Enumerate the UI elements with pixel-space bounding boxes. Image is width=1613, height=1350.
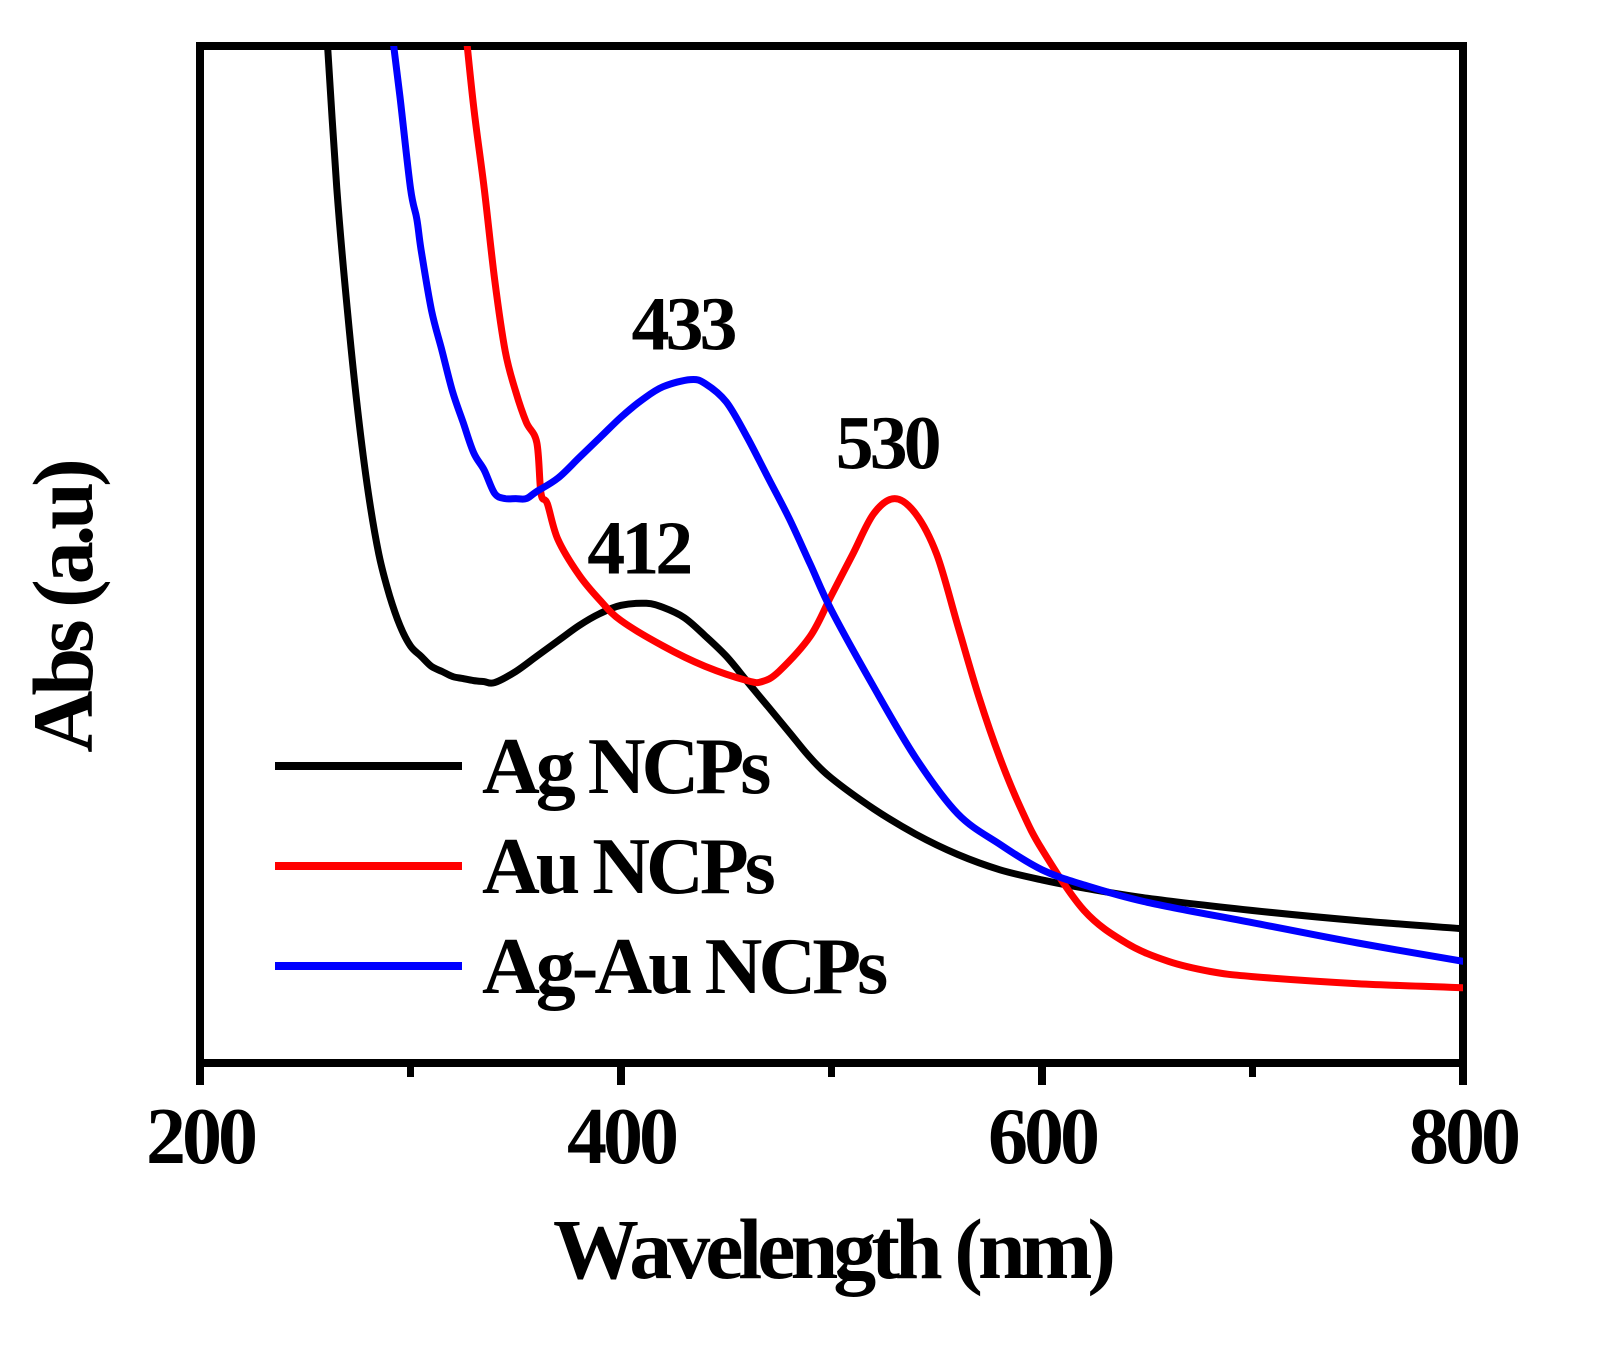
- legend-label: Au NCPs: [482, 823, 775, 911]
- y-axis-title: Abs (a.u): [15, 462, 111, 753]
- series-line-ag-ncps: [324, 46, 1463, 933]
- plot-area: [324, 46, 1463, 992]
- series-line-au-ncps: [463, 46, 1463, 992]
- legend-label: Ag NCPs: [482, 723, 770, 811]
- legend-label: Ag-Au NCPs: [482, 923, 887, 1011]
- x-tick-label: 400: [567, 1093, 676, 1181]
- peak-annotations: 433 530 412: [587, 283, 943, 591]
- peak-label-530: 530: [836, 402, 940, 486]
- x-axis-title: Wavelength (nm): [553, 1201, 1112, 1297]
- legend: Ag NCPs Au NCPs Ag-Au NCPs: [275, 723, 891, 1011]
- peak-label-412: 412: [587, 506, 690, 590]
- series-line-ag-au-ncps: [390, 46, 1463, 965]
- x-tick-label: 200: [146, 1093, 255, 1181]
- x-axis-tick-labels: 200 400 600 800: [146, 1093, 1522, 1181]
- x-tick-label: 600: [988, 1093, 1097, 1181]
- peak-label-433: 433: [631, 283, 735, 367]
- x-axis-ticks: [196, 1063, 1467, 1085]
- x-tick-label: 800: [1409, 1093, 1518, 1181]
